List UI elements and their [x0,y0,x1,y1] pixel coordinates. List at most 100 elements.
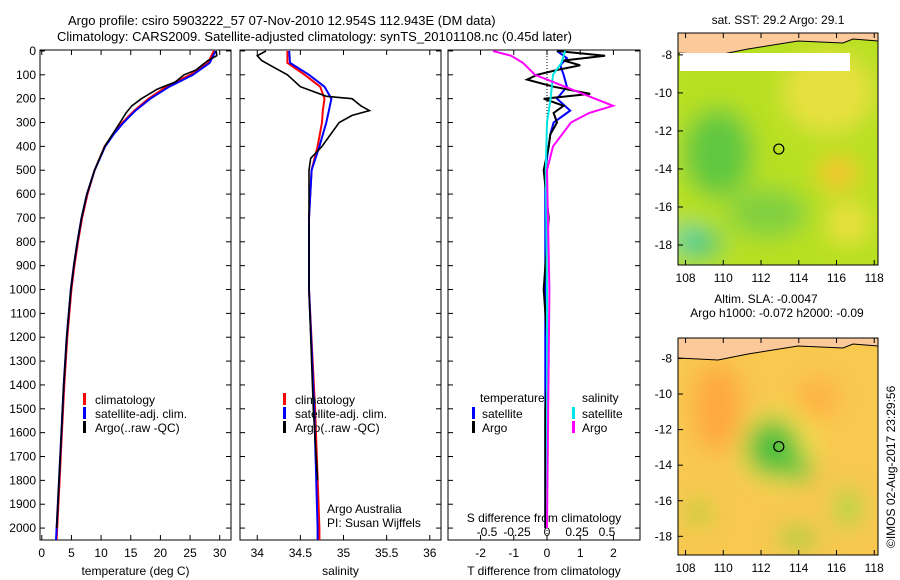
depth-tick-label: 900 [16,259,36,273]
s-tick-label: -0.25 [503,525,531,539]
map-color-patch [693,363,743,453]
depth-tick-label: 1600 [9,426,36,440]
depth-tick-label: 1900 [9,497,36,511]
map-field [678,338,878,555]
series-line-argo-raw-qc- [256,50,372,481]
x-tick-label: 2 [610,546,617,560]
lat-tick-label: -10 [655,387,673,401]
x-tick-label: 0 [38,546,45,560]
depth-tick-label: 400 [16,139,36,153]
series-group [55,50,218,540]
x-tick-label: 25 [183,546,197,560]
argo-float-marker [773,143,785,155]
lon-tick-label: 112 [751,271,770,285]
panel-difference: -2 -1 0 1 2 T difference from climatology -0.5… [447,49,641,578]
lon-tick-label: 116 [827,271,846,285]
x-axis-label: salinity [322,564,359,578]
depth-tick-label: 600 [16,187,36,201]
s-tick-label: 0.25 [565,525,589,539]
x-tick-label: 1 [577,546,584,560]
lat-tick-label: -8 [661,48,672,62]
s-tick-label: -0.5 [477,525,498,539]
map-field [678,33,878,265]
lat-tick-label: -18 [655,529,673,543]
lon-tick-label: 114 [789,561,808,575]
map-subtitle: Argo h1000: -0.072 h2000: -0.09 [690,306,864,320]
map-color-patch [678,225,701,251]
x-axis-label: T difference from climatology [467,564,621,578]
s-tick-label: 0 [544,525,551,539]
depth-tick-label: 1200 [9,330,36,344]
annotation-text: Argo Australia [327,502,402,516]
map-color-patch [783,453,813,483]
panel-salinity: 34 34.5 35 35.5 36 salinity climatologysatelli… [239,49,442,578]
x-tick-label: 30 [213,546,227,560]
map-color-patch [728,188,808,238]
legend-swatch [472,407,475,419]
title-line-2: Climatology: CARS2009. Satellite-adjuste… [57,29,572,44]
land-java [678,338,878,361]
legend-label: climatology [95,393,155,407]
lat-tick-label: -14 [655,458,673,472]
map-color-patch [778,528,818,548]
series-line-s-satellite [544,50,566,529]
x-axis-label: temperature (deg C) [81,564,189,578]
legend-title-temperature: temperature [480,391,545,405]
lon-tick-label: 110 [714,271,733,285]
x-tick-label: 10 [94,546,108,560]
map-sla-map: 108 110 112 114 116 118 -8 -10 -12 -14 -16 -18 Altim… [655,292,884,575]
legend-swatch [283,407,286,419]
x-tick-label: 20 [154,546,168,560]
depth-tick-label: 200 [16,92,36,106]
map-color-patch [835,488,861,528]
panel-frame [239,49,442,541]
map-color-patch [828,203,868,243]
panel-frame [39,49,232,541]
lon-tick-label: 110 [714,561,733,575]
depth-tick-label: 800 [16,235,36,249]
legend-title-salinity: salinity [582,391,619,405]
x-tick-label: 36 [423,546,437,560]
x-tick-label: 35 [337,546,351,560]
depth-tick-label: 700 [16,211,36,225]
x-tick-label: -1 [508,546,519,560]
panel-temperature: 0100200300400500600700800900100011001200… [9,44,232,578]
x-tick-label: 34 [251,546,265,560]
lat-tick-label: -12 [655,423,673,437]
s-tick-label: 0.5 [599,525,616,539]
legend-label: climatology [295,393,355,407]
legend-label: Argo [482,421,508,435]
lat-tick-label: -18 [655,238,673,252]
series-group [256,50,372,540]
argo-float-marker [773,440,785,453]
x-tick-label: -2 [475,546,486,560]
lon-tick-label: 108 [676,271,696,285]
lat-tick-label: -14 [655,162,673,176]
map-color-patch [818,158,858,188]
depth-tick-label: 500 [16,163,36,177]
depth-tick-label: 1800 [9,473,36,487]
depth-tick-label: 2000 [9,521,36,535]
lat-tick-label: -12 [655,124,673,138]
legend-label: satellite-adj. clim. [295,407,387,421]
depth-tick-label: 1700 [9,450,36,464]
s-axis-label: S difference from climatology [467,511,622,525]
map-color-patch [783,53,873,133]
legend-label: satellite [482,407,523,421]
lon-tick-label: 108 [676,561,696,575]
series-group [492,50,617,529]
lon-tick-label: 118 [865,561,884,575]
legend-swatch [283,421,286,433]
depth-tick-label: 1100 [10,306,36,320]
map-title: Altim. SLA: -0.0047 [714,292,818,306]
series-line-argo-raw-qc- [55,50,218,529]
legend-label: satellite-adj. clim. [95,407,187,421]
title-line-1: Argo profile: csiro 5903222_57 07-Nov-20… [68,13,496,28]
map-colors [678,33,878,265]
series-line-t-argo [524,50,606,529]
x-tick-label: 5 [68,546,75,560]
lon-tick-label: 116 [827,561,846,575]
depth-tick-label: 1000 [9,283,36,297]
x-tick-label: 15 [124,546,138,560]
